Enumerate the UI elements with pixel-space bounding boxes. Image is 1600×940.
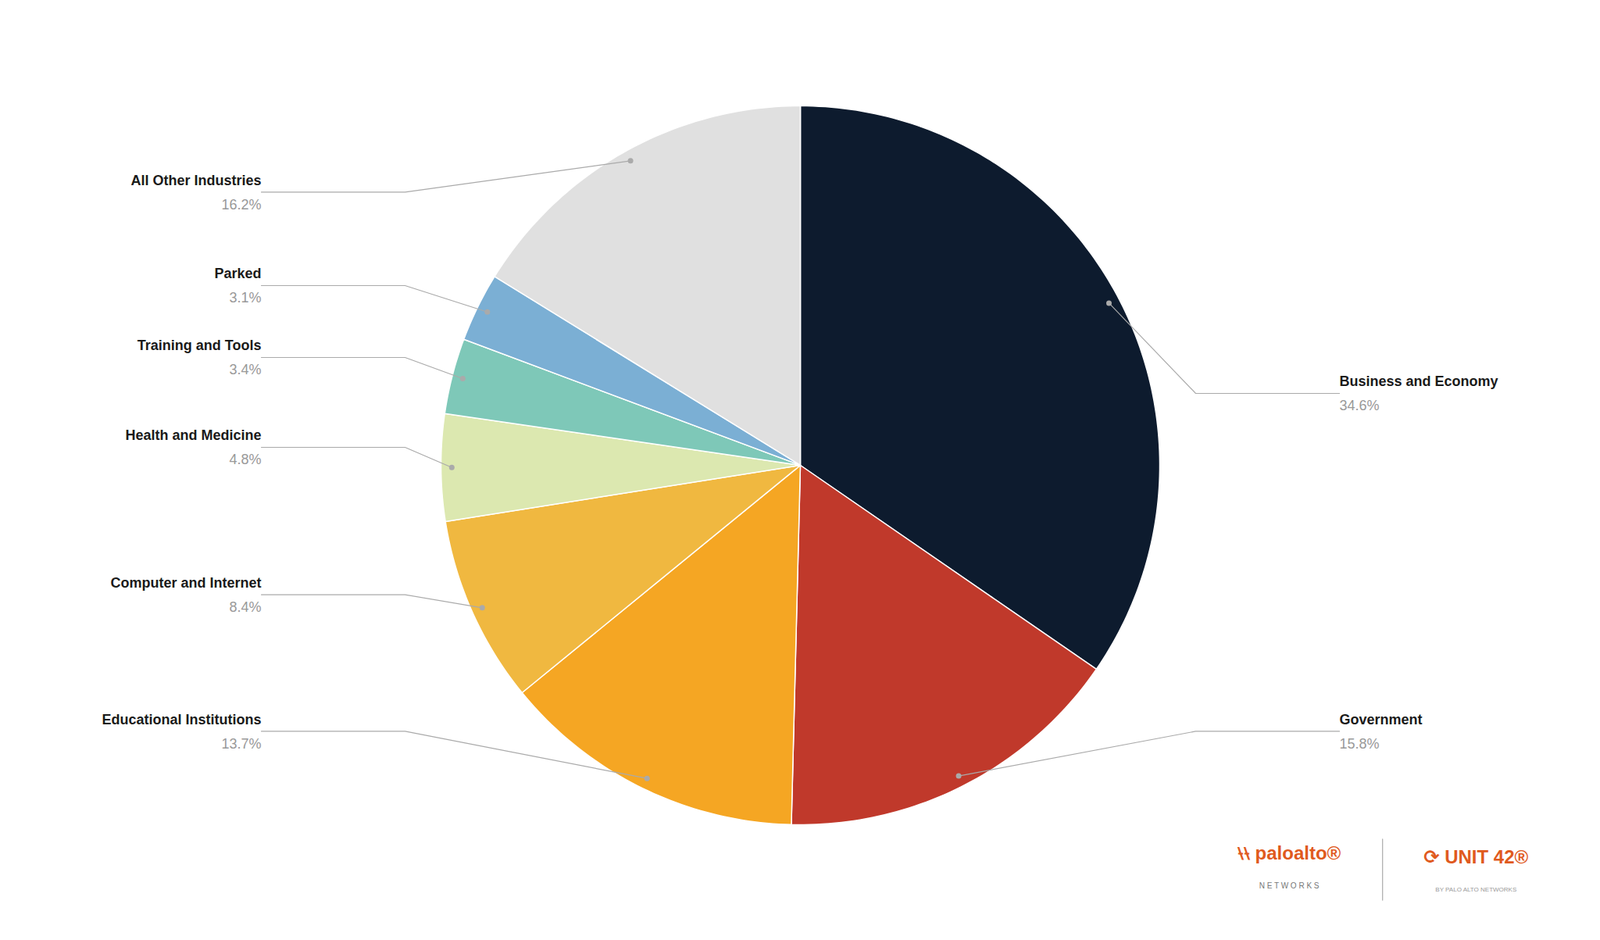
svg-text:3.4%: 3.4%: [228, 361, 261, 378]
svg-text:N E T W O R K S: N E T W O R K S: [1259, 881, 1320, 890]
svg-text:Parked: Parked: [214, 265, 261, 282]
svg-text:4.8%: 4.8%: [228, 451, 261, 468]
svg-text:Business and Economy: Business and Economy: [1339, 373, 1499, 390]
svg-text:Government: Government: [1339, 711, 1423, 728]
svg-text:13.7%: 13.7%: [221, 735, 261, 752]
svg-text:Computer and Internet: Computer and Internet: [110, 575, 261, 591]
svg-text:Health and Medicine: Health and Medicine: [125, 427, 261, 443]
svg-text:3.1%: 3.1%: [228, 289, 261, 306]
svg-text:16.2%: 16.2%: [221, 196, 261, 213]
svg-text:Training and Tools: Training and Tools: [137, 337, 262, 354]
svg-text:15.8%: 15.8%: [1339, 735, 1380, 752]
svg-text:⟳ UNIT 42®: ⟳ UNIT 42®: [1423, 846, 1529, 868]
svg-text:34.6%: 34.6%: [1339, 397, 1380, 414]
svg-text:BY PALO ALTO NETWORKS: BY PALO ALTO NETWORKS: [1435, 885, 1517, 893]
svg-text:8.4%: 8.4%: [228, 599, 261, 615]
svg-text:Educational Institutions: Educational Institutions: [101, 711, 261, 728]
svg-text:All Other Industries: All Other Industries: [130, 172, 261, 189]
svg-text:⧷⧷ paloalto®: ⧷⧷ paloalto®: [1236, 842, 1342, 864]
